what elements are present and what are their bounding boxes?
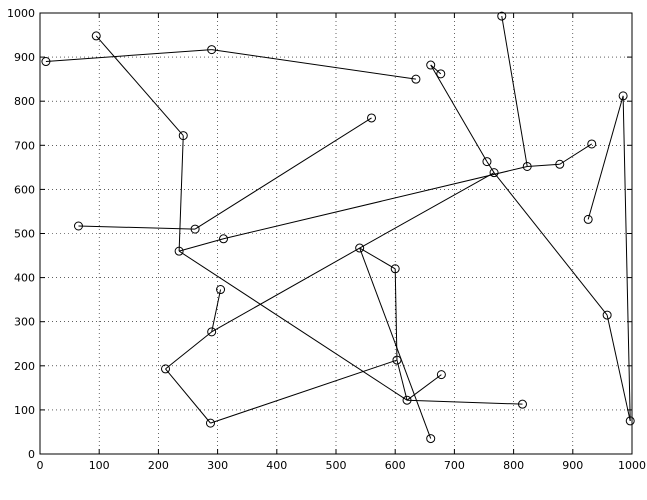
y-tick-label: 500 bbox=[14, 228, 35, 241]
data-point bbox=[436, 370, 446, 380]
data-point bbox=[555, 159, 565, 169]
edge-line bbox=[178, 135, 184, 252]
x-axis-ticks: 0 100 200 300 400 500 600 700 800 900 1000 bbox=[37, 13, 646, 472]
edge-line bbox=[359, 247, 396, 270]
y-tick-label: 200 bbox=[14, 360, 35, 373]
data-point bbox=[522, 161, 532, 171]
data-point bbox=[402, 395, 412, 405]
edge-line bbox=[622, 95, 631, 421]
data-point bbox=[41, 57, 51, 67]
x-tick-label: 300 bbox=[207, 459, 228, 472]
edge-line bbox=[95, 35, 184, 136]
chart-nodes bbox=[41, 11, 635, 444]
x-tick-label: 0 bbox=[37, 459, 44, 472]
data-point bbox=[205, 418, 215, 428]
data-point bbox=[91, 31, 101, 41]
x-tick-label: 400 bbox=[266, 459, 287, 472]
x-tick-label: 700 bbox=[444, 459, 465, 472]
edge-line bbox=[559, 143, 593, 165]
data-point bbox=[174, 246, 184, 256]
data-point bbox=[216, 285, 226, 295]
edge-line bbox=[430, 64, 442, 75]
y-tick-label: 0 bbox=[28, 448, 35, 461]
x-tick-label: 100 bbox=[89, 459, 110, 472]
edge-line bbox=[223, 165, 528, 240]
x-tick-label: 1000 bbox=[618, 459, 646, 472]
edge-line bbox=[359, 247, 432, 439]
data-point bbox=[367, 113, 377, 123]
edge-line bbox=[501, 16, 528, 167]
data-point bbox=[207, 45, 217, 55]
edge-line bbox=[165, 331, 212, 370]
edge-line bbox=[359, 172, 495, 249]
data-point bbox=[587, 139, 597, 149]
edge-line bbox=[407, 399, 523, 405]
data-point bbox=[489, 168, 499, 178]
edge-line bbox=[486, 161, 495, 173]
data-point bbox=[73, 221, 83, 231]
y-tick-label: 700 bbox=[14, 139, 35, 152]
data-point bbox=[190, 224, 200, 234]
y-tick-label: 300 bbox=[14, 316, 35, 329]
data-point bbox=[161, 364, 171, 374]
data-point bbox=[497, 11, 507, 21]
y-tick-label: 100 bbox=[14, 404, 35, 417]
data-point bbox=[207, 327, 217, 337]
edge-line bbox=[194, 117, 372, 230]
data-point bbox=[392, 355, 402, 365]
data-point bbox=[625, 416, 635, 426]
y-tick-label: 800 bbox=[14, 95, 35, 108]
x-tick-label: 500 bbox=[326, 459, 347, 472]
edge-line bbox=[78, 225, 196, 230]
data-point bbox=[482, 157, 492, 167]
data-point bbox=[436, 69, 446, 79]
edge-line bbox=[165, 368, 211, 424]
data-point bbox=[602, 310, 612, 320]
x-tick-label: 600 bbox=[385, 459, 406, 472]
edge-line bbox=[587, 95, 624, 220]
edge-line bbox=[606, 314, 631, 422]
edge-line bbox=[527, 163, 560, 167]
edge-line bbox=[210, 359, 398, 424]
edge-line bbox=[396, 359, 408, 401]
data-point bbox=[390, 264, 400, 274]
edge-line bbox=[211, 49, 416, 80]
chart-grid bbox=[40, 13, 632, 454]
y-tick-label: 600 bbox=[14, 183, 35, 196]
edge-line bbox=[394, 268, 398, 361]
data-point bbox=[426, 434, 436, 444]
edge-line bbox=[211, 247, 360, 333]
data-point bbox=[583, 214, 593, 224]
y-tick-label: 900 bbox=[14, 51, 35, 64]
y-axis-ticks: 0 100 200 300 400 500 600 700 800 900 1000 bbox=[7, 7, 632, 461]
y-tick-label: 1000 bbox=[7, 7, 35, 20]
data-point bbox=[355, 243, 365, 253]
data-point bbox=[517, 399, 527, 409]
data-point bbox=[426, 60, 436, 70]
edge-line bbox=[178, 238, 224, 252]
edge-line bbox=[211, 289, 222, 332]
chart-edges bbox=[45, 16, 631, 439]
x-tick-label: 200 bbox=[148, 459, 169, 472]
edge-line bbox=[430, 64, 488, 162]
x-tick-label: 800 bbox=[503, 459, 524, 472]
y-tick-label: 400 bbox=[14, 272, 35, 285]
data-point bbox=[178, 131, 188, 141]
edge-line bbox=[493, 172, 608, 316]
x-tick-label: 900 bbox=[562, 459, 583, 472]
data-point bbox=[411, 74, 421, 84]
edge-line bbox=[406, 374, 442, 401]
edge-line bbox=[178, 250, 408, 401]
data-point bbox=[618, 91, 628, 101]
data-point bbox=[219, 234, 229, 244]
edge-line bbox=[45, 49, 212, 63]
